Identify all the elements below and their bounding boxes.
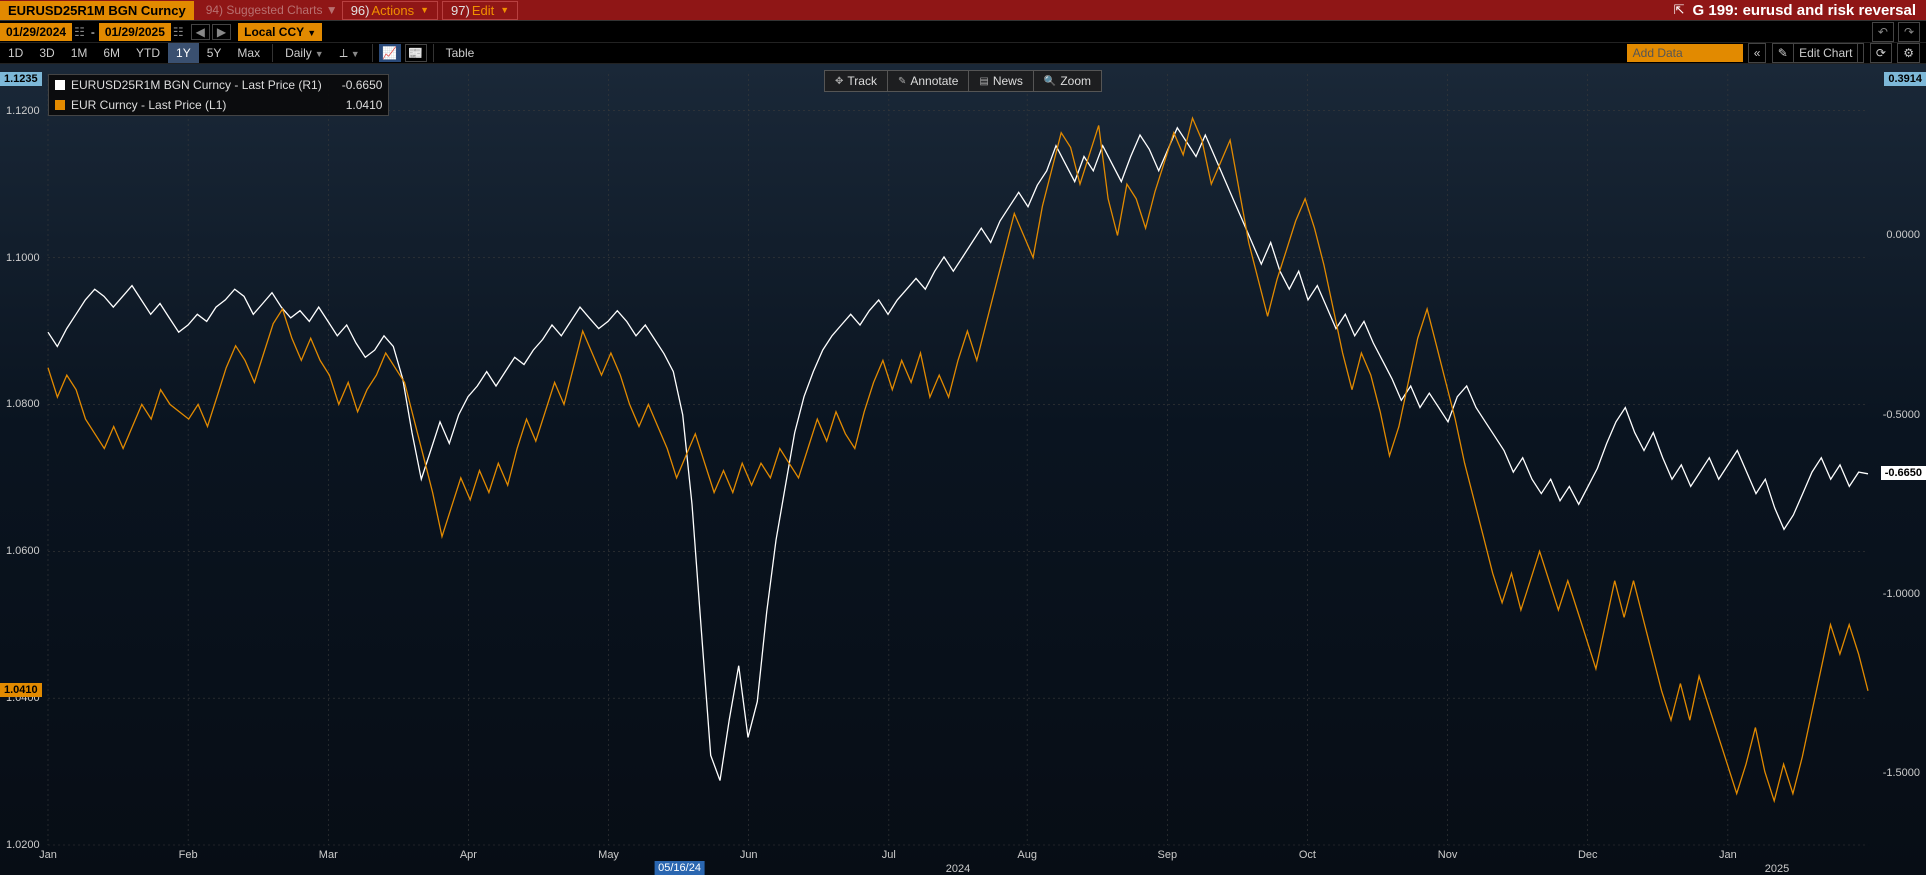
annotate-btn[interactable]: ✎Annotate — [888, 71, 969, 91]
legend-row[interactable]: EUR Curncy - Last Price (L1) 1.0410 — [49, 95, 388, 115]
range-5Y[interactable]: 5Y — [199, 43, 230, 63]
undo-btn[interactable]: ↶ — [1872, 22, 1894, 42]
date-next-btn[interactable]: ▶ — [212, 24, 231, 40]
date-prev-btn[interactable]: ◀ — [191, 24, 210, 40]
legend-swatch — [55, 80, 65, 90]
range-YTD[interactable]: YTD — [128, 43, 168, 63]
chart-area[interactable]: ✥Track ✎Annotate ▤News 🔍Zoom EURUSD25R1M… — [0, 64, 1926, 875]
date-to-input[interactable]: 01/29/2025 — [99, 23, 171, 41]
chart-svg — [0, 64, 1926, 875]
reset-icon[interactable]: ⟳ — [1870, 43, 1892, 63]
currency-select[interactable]: Local CCY ▼ — [238, 23, 322, 41]
legend-swatch — [55, 100, 65, 110]
range-6M[interactable]: 6M — [95, 43, 128, 63]
range-1Y[interactable]: 1Y — [168, 43, 199, 63]
charttype-select[interactable]: ⟂▼ — [332, 43, 368, 64]
date-to-picker-icon[interactable]: ☷ — [171, 25, 186, 39]
study-icon[interactable]: 📈 — [379, 44, 401, 62]
chart-toolbar: 1D3D1M6MYTD1Y5YMax Daily▼ ⟂▼ 📈 📰 Table A… — [0, 42, 1926, 64]
news-btn[interactable]: ▤News — [969, 71, 1033, 91]
date-from-input[interactable]: 01/29/2024 — [0, 23, 72, 41]
chart-title: G 199: eurusd and risk reversal — [1693, 2, 1916, 19]
chart-float-toolbar: ✥Track ✎Annotate ▤News 🔍Zoom — [824, 70, 1102, 92]
suggested-charts-btn[interactable]: 94) Suggested Charts ▼ — [206, 3, 338, 17]
range-Max[interactable]: Max — [229, 43, 268, 63]
edit-btn[interactable]: 97) Edit▼ — [442, 1, 518, 20]
track-btn[interactable]: ✥Track — [825, 71, 888, 91]
redo-btn[interactable]: ↷ — [1898, 22, 1920, 42]
legend-row[interactable]: EURUSD25R1M BGN Curncy - Last Price (R1)… — [49, 75, 388, 95]
export-icon[interactable]: ⇱ — [1674, 2, 1685, 18]
table-btn[interactable]: Table — [438, 43, 483, 63]
range-1D[interactable]: 1D — [0, 43, 31, 63]
command-bar: EURUSD25R1M BGN Curncy 94) Suggested Cha… — [0, 0, 1926, 20]
edit-chart-btn[interactable]: ✎ Edit Chart — [1772, 43, 1865, 63]
legend: EURUSD25R1M BGN Curncy - Last Price (R1)… — [48, 74, 389, 116]
range-1M[interactable]: 1M — [63, 43, 96, 63]
collapse-icon[interactable]: « — [1748, 43, 1767, 63]
periodicity-select[interactable]: Daily▼ — [277, 43, 332, 63]
add-data-input[interactable]: Add Data — [1627, 44, 1743, 62]
date-from-picker-icon[interactable]: ☷ — [72, 25, 87, 39]
zoom-btn[interactable]: 🔍Zoom — [1034, 71, 1101, 91]
actions-btn[interactable]: 96) Actions▼ — [342, 1, 438, 20]
date-range-bar: 01/29/2024 ☷ - 01/29/2025 ☷ ◀ ▶ Local CC… — [0, 20, 1926, 42]
range-3D[interactable]: 3D — [31, 43, 62, 63]
events-icon[interactable]: 📰 — [405, 44, 427, 62]
x-axis: JanFebMarAprMayJunJulAugSepOctNovDecJan2… — [0, 845, 1926, 875]
settings-icon[interactable]: ⚙ — [1897, 43, 1920, 63]
ticker-field[interactable]: EURUSD25R1M BGN Curncy — [0, 1, 194, 20]
